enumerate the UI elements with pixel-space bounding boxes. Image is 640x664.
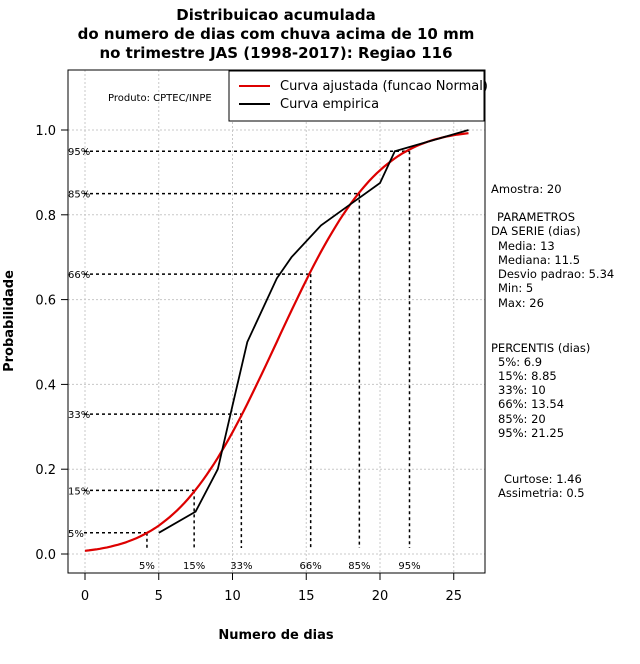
fitted-normal-curve [84,132,469,552]
x-tick-label-3: 15 [298,589,315,604]
stats-percentil-15: 15%: 8.85 [498,369,557,383]
stats-percentil-95: 95%: 21.25 [498,426,564,440]
stats-sample-size: Amostra: 20 [491,182,562,196]
y-tick-label-2: 0.4 [35,378,56,393]
x-tick-label-5: 25 [445,589,462,604]
stats-panel: Amostra: 20 PARAMETROS DA SERIE (dias) M… [491,182,614,500]
stats-percentil-66: 66%: 13.54 [498,397,564,411]
y-tick-label-5: 1.0 [35,124,56,139]
stats-percentil-5: 5%: 6.9 [498,355,542,369]
y-tick-label-3: 0.6 [35,294,56,309]
x-tick-label-0: 0 [81,589,89,604]
legend-label-fitted: Curva ajustada (funcao Normal) [280,79,488,94]
y-tick-label-4: 0.8 [35,209,56,224]
x-tick-label-4: 20 [372,589,389,604]
grid-lines [68,70,485,573]
stats-kurtosis: Curtose: 1.46 [504,472,582,486]
stats-percentil-33: 33%: 10 [498,383,546,397]
stats-param-median: Mediana: 11.5 [498,253,580,267]
y-tick-label-0: 0.0 [35,548,56,563]
legend: Curva ajustada (funcao Normal) Curva emp… [228,70,488,122]
percentile-x-label-4: 85% [348,561,370,572]
percentile-y-label-4: 85% [68,190,90,201]
x-axis-title: Numero de dias [218,628,334,643]
percentile-y-label-1: 15% [68,486,90,497]
legend-label-empirical: Curva empirica [280,97,379,112]
percentile-x-label-2: 33% [230,561,252,572]
stats-param-stddev: Desvio padrao: 5.34 [498,267,614,281]
percentile-x-label-1: 15% [183,561,205,572]
percentile-y-label-2: 33% [68,410,90,421]
stats-percentis-title: PERCENTIS (dias) [491,341,590,355]
percentile-x-label-0: 5% [139,561,155,572]
axes: 0 5 10 15 20 25 0.0 0.2 0.4 0.6 0.8 1.0 [35,124,462,604]
title-line-1: Distribuicao acumulada [176,6,375,24]
percentile-guides: 5% 5% 15% 15% 33% 33% 66% 66% 85% 85% 95% 95% [68,147,421,572]
stats-param-mean: Media: 13 [498,239,555,253]
plot-frame [67,69,486,574]
series-layer [84,129,469,552]
percentile-x-label-3: 66% [300,561,322,572]
legend-box [228,70,485,122]
product-label: Produto: CPTEC/INPE [108,93,212,104]
x-tick-label-1: 5 [155,589,163,604]
title-line-2: do numero de dias com chuva acima de 10 … [78,25,475,43]
empirical-curve [158,129,469,534]
stats-skewness: Assimetria: 0.5 [498,486,585,500]
stats-params-subtitle: DA SERIE (dias) [491,224,581,238]
chart-title: Distribuicao acumulada do numero de dias… [78,6,475,62]
stats-percentil-85: 85%: 20 [498,412,546,426]
stats-params-title: PARAMETROS [497,210,575,224]
percentile-y-label-5: 95% [68,147,90,158]
stats-param-max: Max: 26 [498,296,544,310]
y-tick-label-1: 0.2 [35,463,56,478]
y-axis-title: Probabilidade [2,270,17,372]
percentile-y-label-3: 66% [68,270,90,281]
x-tick-label-2: 10 [224,589,241,604]
title-line-3: no trimestre JAS (1998-2017): Regiao 116 [99,44,452,62]
stats-param-min: Min: 5 [498,281,533,295]
percentile-y-label-0: 5% [68,529,84,540]
percentile-x-label-5: 95% [398,561,420,572]
